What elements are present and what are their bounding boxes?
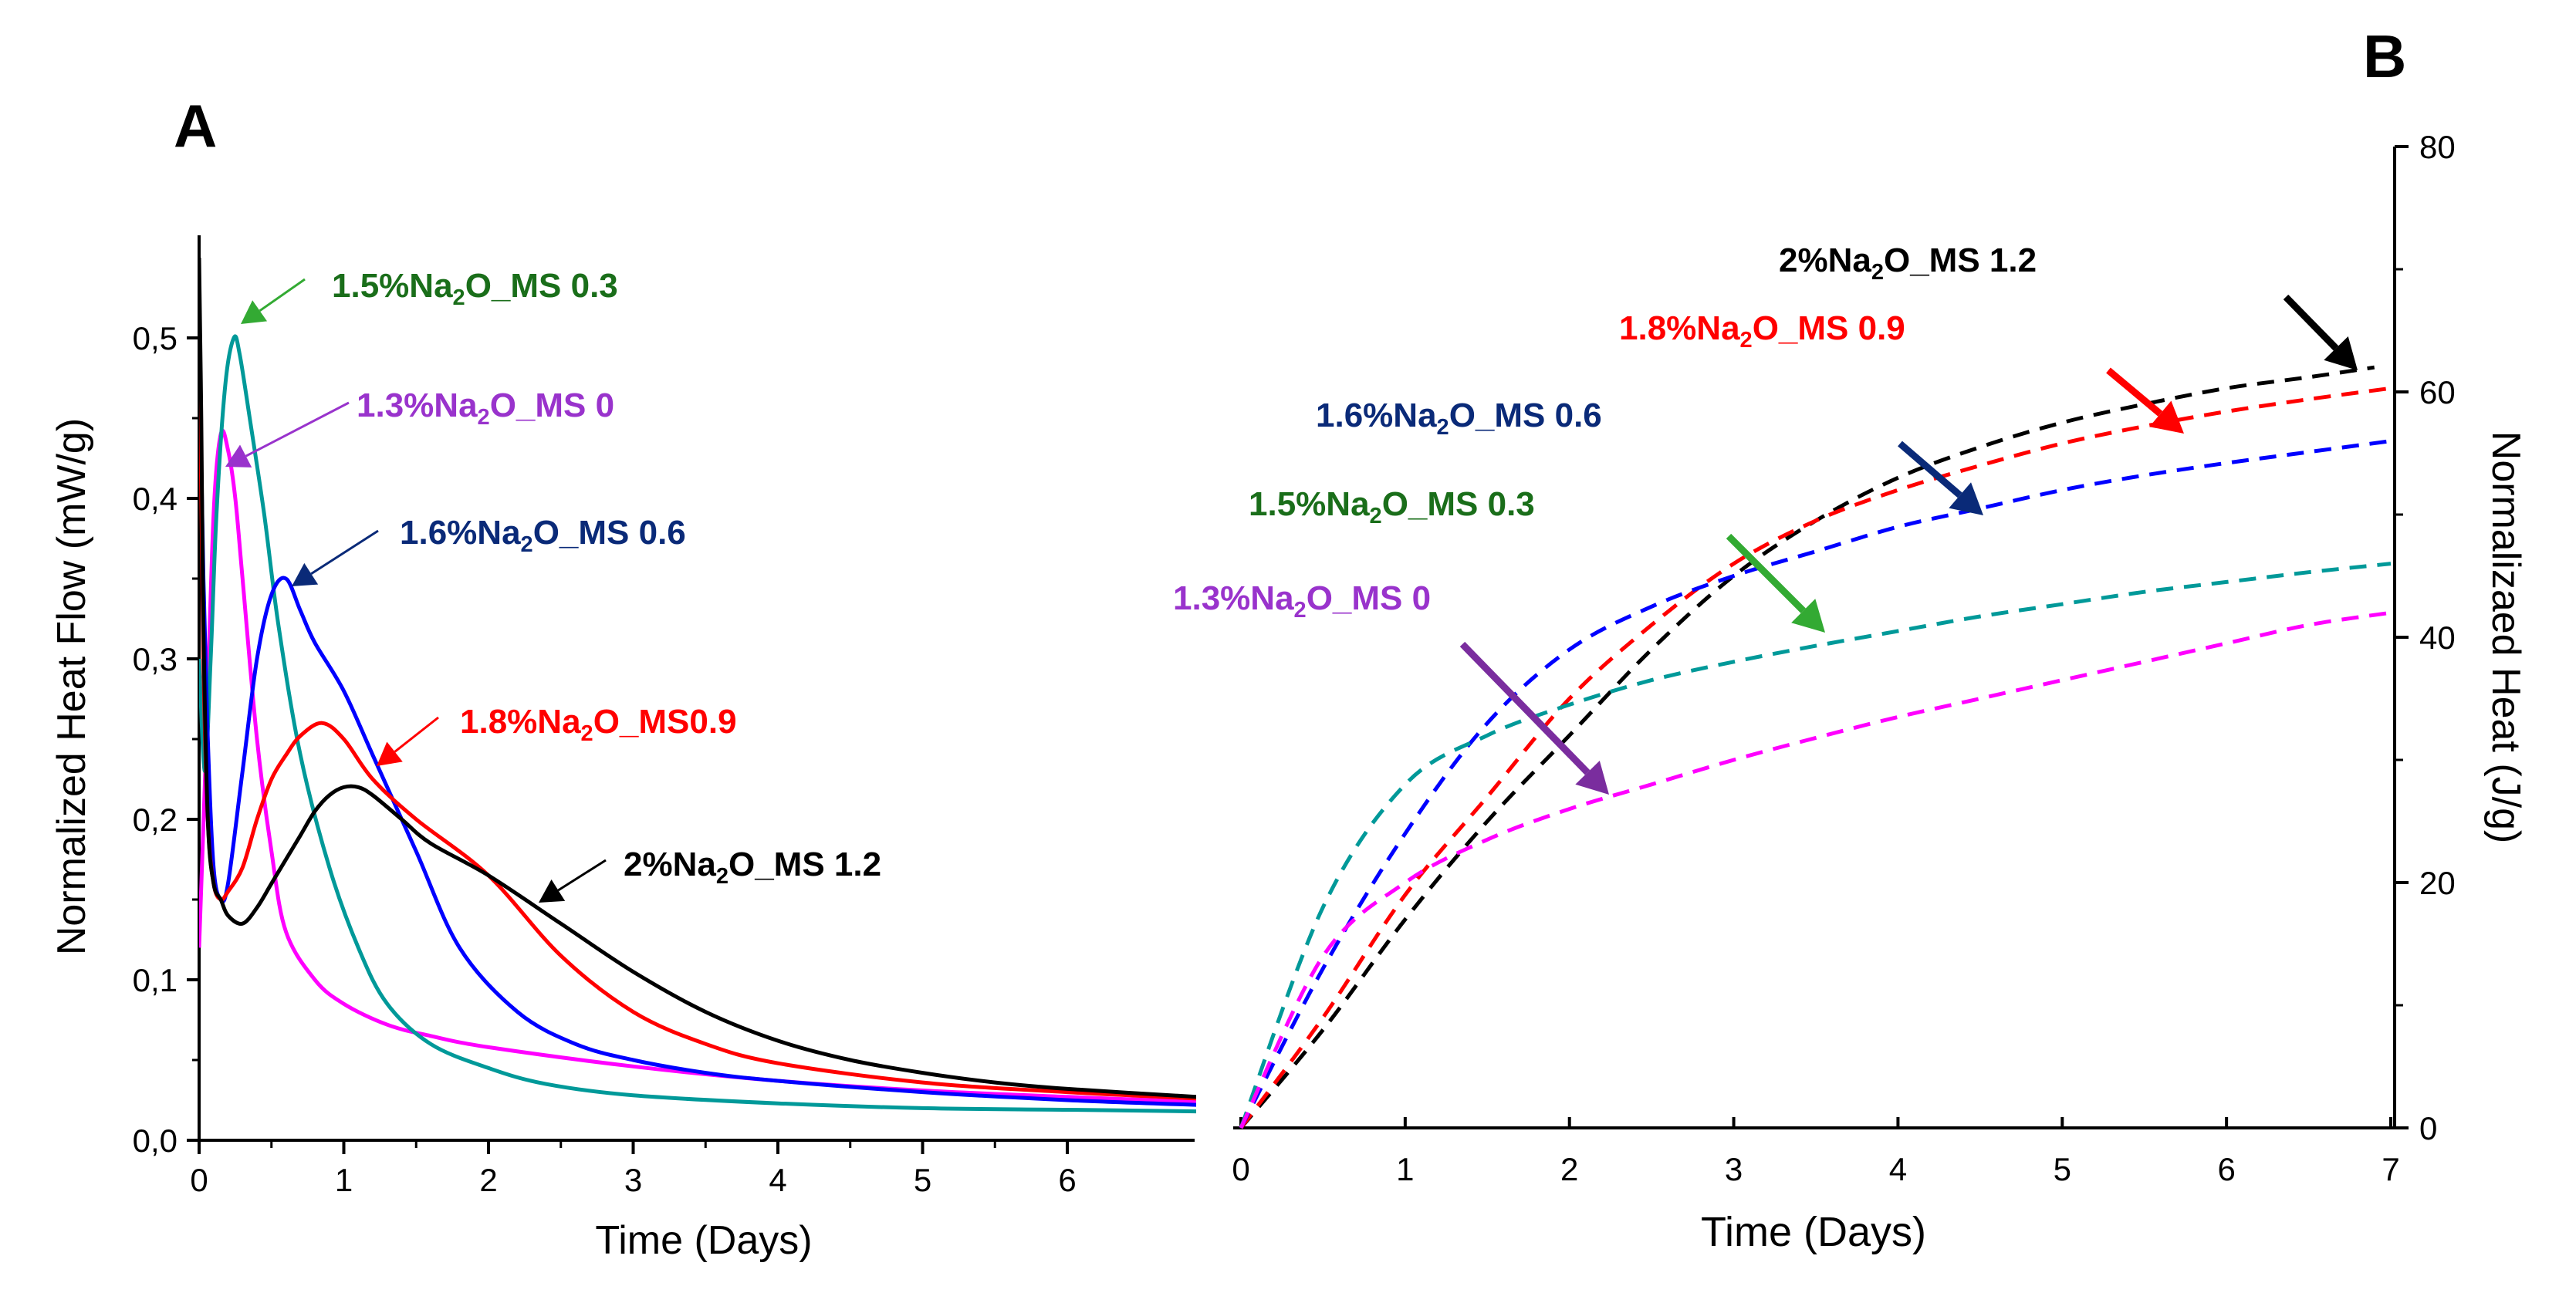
chart-a-annotation-1-3-na2o-ms-0-arrow-shaft — [245, 401, 350, 457]
chart-a-series — [199, 257, 1196, 1114]
panel-label-a: A — [174, 92, 217, 160]
chart-b-x-tick-label: 1 — [1396, 1151, 1414, 1187]
chart-b-annotation-1-6-na2o-ms-0-6-arrow-head — [1949, 482, 1983, 515]
chart-a-y-label: Normalized Heat Flow (mW/g) — [49, 418, 94, 955]
chart-a-annotation-2-na2o-ms-1-2-arrow-shaft — [557, 859, 607, 892]
chart-b-x-tick-label: 6 — [2217, 1151, 2235, 1187]
chart-a-y-tick-label: 0,4 — [133, 481, 177, 517]
chart-b-annotation-1-5-na2o-ms-0-3-arrow-shaft — [1726, 533, 1806, 613]
chart-b-annotation-1-6-na2o-ms-0-6-arrow — [1898, 441, 1983, 515]
chart-b-annotation-1-6-na2o-ms-0-6-arrow-shaft — [1898, 441, 1962, 498]
chart-a-y-tick-label: 0,0 — [133, 1123, 177, 1159]
chart-b-annotation-1-8-na2o-ms-0-9-arrow — [2106, 367, 2184, 434]
chart-a-annotation-1-5-na2o-ms-0-3: 1.5%Na2O_MS 0.3 — [332, 267, 618, 310]
chart-b-x-tick-label: 2 — [1560, 1151, 1578, 1187]
chart-a-annotation-1-8-na2o-ms0-9-arrow-head — [377, 741, 403, 766]
chart-a-x-tick-label: 0 — [190, 1162, 208, 1198]
chart-a-annotation-1-6-na2o-ms-0-6-arrow-shaft — [310, 529, 379, 576]
chart-a-annotations: 1.5%Na2O_MS 0.3 1.3%Na2O_MS 0 1.6%Na2O_MS … — [225, 267, 881, 903]
chart-b-annotation-1-5-na2o-ms-0-3: 1.5%Na2O_MS 0.3 — [1249, 485, 1535, 528]
chart-a-annotation-1-8-na2o-ms0-9-arrow — [377, 716, 439, 766]
chart-b-annotation-2-na2o-ms-1-2-arrow-head — [2324, 336, 2358, 370]
chart-b-annotation-1-3-na2o-ms-0-arrow-head — [1575, 760, 1609, 795]
chart-a-annotation-1-8-na2o-ms0-9-arrow-shaft — [394, 716, 439, 753]
chart-a-annotation-2-na2o-ms-1-2-arrow-head — [539, 879, 566, 903]
chart-b-y-tick-label: 80 — [2419, 129, 2456, 165]
chart-b-annotation-2-na2o-ms-1-2: 2%Na2O_MS 1.2 — [1779, 241, 2037, 285]
chart-b-x-tick-label: 5 — [2054, 1151, 2071, 1187]
chart-b-annotation-1-5-na2o-ms-0-3-arrow — [1726, 533, 1825, 633]
chart-b-annotation-1-6-na2o-ms-0-6: 1.6%Na2O_MS 0.6 — [1316, 397, 1602, 440]
chart-b-annotation-1-3-na2o-ms-0: 1.3%Na2O_MS 0 — [1173, 579, 1431, 623]
chart-b-y-tick-label: 60 — [2419, 374, 2456, 410]
chart-a-x-tick-label: 3 — [624, 1162, 642, 1198]
chart-b-series — [1239, 365, 2392, 1129]
chart-a-annotation-1-3-na2o-ms-0-arrow — [225, 401, 350, 468]
chart-b-annotation-1-3-na2o-ms-0-arrow — [1459, 641, 1609, 795]
chart-b-x-tick-label: 0 — [1232, 1151, 1249, 1187]
chart-a-x-tick-label: 4 — [769, 1162, 786, 1198]
chart-a-annotation-1-6-na2o-ms-0-6-arrow-head — [292, 562, 319, 586]
chart-a-series-1-5-na2o-ms-0-3 — [199, 334, 1196, 1114]
chart-b-series-1-3-na2o-ms-0 — [1239, 610, 2392, 1129]
chart-b-annotation-1-3-na2o-ms-0-arrow-shaft — [1459, 641, 1591, 775]
chart-a-x-tick-label: 6 — [1058, 1162, 1076, 1198]
chart-b-series-1-8-na2o-ms-0-9 — [1239, 386, 2392, 1129]
chart-b-x-label: Time (Days) — [1701, 1209, 1926, 1255]
chart-b-x-tick-label: 4 — [1889, 1151, 1907, 1187]
chart-b-y-tick-label: 40 — [2419, 619, 2456, 656]
chart-a-annotation-1-5-na2o-ms-0-3-arrow — [241, 278, 306, 324]
chart-a-annotation-2-na2o-ms-1-2-arrow — [539, 859, 607, 903]
chart-a-annotation-1-5-na2o-ms-0-3-arrow-head — [241, 300, 268, 324]
chart-b-y-label: Normalizaed Heat (J/g) — [2483, 431, 2528, 844]
chart-a-annotation-1-6-na2o-ms-0-6: 1.6%Na2O_MS 0.6 — [400, 514, 686, 557]
chart-a-x-tick-label: 1 — [335, 1162, 353, 1198]
chart-a-annotation-1-8-na2o-ms0-9: 1.8%Na2O_MS0.9 — [460, 703, 737, 746]
chart-a-ticks: 0 1 2 3 4 5 6 0,0 0,1 0,2 0,3 0,4 0,5 — [133, 320, 1077, 1198]
chart-a-y-tick-label: 0,5 — [133, 320, 177, 356]
chart-a-series-1-3-na2o-ms-0 — [199, 428, 1196, 1104]
chart-b-annotation-1-5-na2o-ms-0-3-arrow-head — [1791, 599, 1825, 633]
chart-a-series-2-na2o-ms-1-2 — [199, 257, 1196, 1099]
chart-b-y-tick-label: 20 — [2419, 865, 2456, 901]
chart-a-x-tick-label: 5 — [914, 1162, 931, 1198]
chart-a-y-tick-label: 0,3 — [133, 641, 177, 677]
panel-label-b: B — [2363, 22, 2406, 90]
chart-b-annotation-1-8-na2o-ms-0-9-arrow-shaft — [2106, 367, 2163, 417]
chart-b-x-tick-label: 3 — [1725, 1151, 1743, 1187]
chart-b-annotation-1-8-na2o-ms-0-9: 1.8%Na2O_MS 0.9 — [1619, 309, 1905, 353]
chart-a-annotation-1-5-na2o-ms-0-3-arrow-shaft — [259, 278, 306, 312]
chart-b-series-1-6-na2o-ms-0-6 — [1239, 439, 2392, 1129]
chart-a-y-tick-label: 0,2 — [133, 802, 177, 838]
chart-b-annotation-2-na2o-ms-1-2-arrow — [2283, 294, 2358, 370]
chart-a-annotation-1-3-na2o-ms-0-arrow-head — [225, 444, 252, 468]
chart-a-annotation-1-6-na2o-ms-0-6-arrow — [292, 529, 379, 586]
chart-a-series-1-6-na2o-ms-0-6 — [199, 337, 1196, 1107]
chart-b-axes — [1233, 147, 2396, 1129]
chart-a-annotation-1-3-na2o-ms-0: 1.3%Na2O_MS 0 — [357, 387, 614, 430]
chart-a: 0 1 2 3 4 5 6 0,0 0,1 0,2 0,3 0,4 0,5 Time (Days) No… — [49, 235, 1196, 1263]
chart-a-x-label: Time (Days) — [595, 1218, 812, 1263]
chart-a-annotation-2-na2o-ms-1-2: 2%Na2O_MS 1.2 — [624, 846, 881, 889]
chart-b-x-tick-label: 7 — [2382, 1151, 2399, 1187]
chart-b-series-2-na2o-ms-1-2 — [1239, 365, 2375, 1129]
chart-a-y-tick-label: 0,1 — [133, 962, 177, 998]
chart-b-annotation-2-na2o-ms-1-2-arrow-shaft — [2283, 294, 2339, 351]
chart-b-annotation-1-8-na2o-ms-0-9-arrow-head — [2149, 400, 2184, 434]
chart-b-y-tick-label: 0 — [2419, 1110, 2437, 1146]
chart-b-annotations: 2%Na2O_MS 1.2 1.8%Na2O_MS 0.9 1.6%Na2O_MS … — [1173, 241, 2358, 795]
chart-b-series-1-5-na2o-ms-0-3 — [1239, 562, 2392, 1129]
chart-a-x-tick-label: 2 — [479, 1162, 497, 1198]
